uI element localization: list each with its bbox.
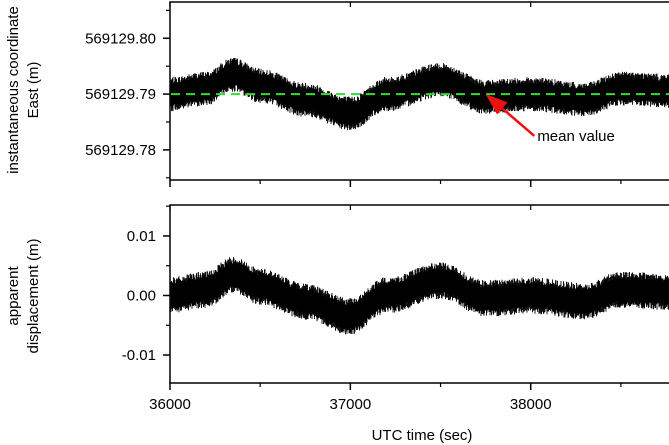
bottom-panel: 0.01 0.00 -0.01 36000 37000 38000 apparent d… — [5, 204, 669, 444]
top-plot-frame — [169, 1, 669, 181]
bottom-noise-trace — [170, 257, 669, 335]
top-panel: 569129.78 569129.79 569129.80 instantaneou… — [5, 1, 669, 187]
top-y-axis-title-line-1: instantaneous coordinate — [5, 6, 22, 174]
x-axis-title: UTC time (sec) — [372, 427, 473, 444]
top-ytick-label: 569129.78 — [85, 142, 156, 159]
bottom-y-axis-title: apparent displacement (m) — [5, 238, 42, 353]
x-tick-label: 37000 — [329, 396, 371, 413]
mean-value-label: mean value — [537, 128, 615, 145]
bottom-ytick-label: -0.01 — [122, 347, 156, 364]
bottom-y-axis-title-line-1: apparent — [5, 266, 22, 326]
bottom-y-axis-title-line-2: displacement (m) — [25, 238, 42, 353]
bottom-x-ticks: 36000 37000 38000 — [149, 205, 622, 413]
bottom-y-ticks: 0.01 0.00 -0.01 — [122, 205, 170, 364]
bottom-noise-band — [170, 257, 669, 335]
top-y-ticks: 569129.78 569129.79 569129.80 — [85, 9, 170, 179]
top-ytick-label: 569129.79 — [85, 86, 156, 103]
mean-value-annotation: mean value — [485, 94, 615, 145]
mean-value-arrow-shaft — [501, 107, 536, 137]
x-tick-label: 38000 — [510, 396, 552, 413]
top-ytick-label: 569129.80 — [85, 30, 156, 47]
x-tick-label: 36000 — [149, 396, 191, 413]
mean-value-arrow-head — [485, 94, 508, 115]
bottom-ytick-label: 0.00 — [127, 287, 156, 304]
bottom-plot-frame — [169, 204, 669, 384]
bottom-ytick-label: 0.01 — [127, 228, 156, 245]
top-y-axis-title: instantaneous coordinate East (m) — [5, 6, 42, 174]
top-y-axis-title-line-2: East (m) — [25, 62, 42, 119]
top-x-ticks — [169, 2, 622, 187]
